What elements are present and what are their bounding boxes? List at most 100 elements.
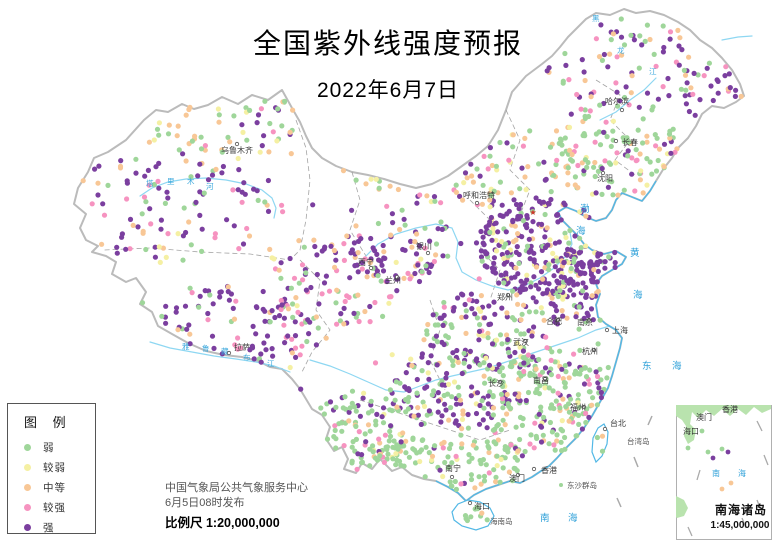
river-label: 江 [267, 359, 275, 368]
river-label: 藏 [221, 346, 229, 356]
uv-dot [487, 389, 493, 395]
city-label: 拉萨 [234, 342, 250, 352]
uv-dot [394, 404, 400, 410]
uv-dot [255, 197, 261, 203]
uv-dot [563, 234, 569, 241]
uv-dot [715, 90, 721, 96]
uv-dot [607, 161, 614, 167]
uv-dot [477, 402, 483, 409]
uv-dot [519, 453, 526, 459]
uv-dot [554, 432, 560, 438]
uv-dot [547, 419, 554, 426]
uv-dot [399, 207, 405, 213]
city-marker [497, 379, 503, 385]
uv-dot [453, 182, 459, 188]
uv-dot [614, 150, 620, 156]
uv-dot [445, 253, 451, 259]
uv-dot [556, 239, 562, 245]
uv-dot [497, 369, 503, 375]
uv-dot [418, 447, 425, 453]
uv-dot [409, 244, 415, 250]
uv-dot [472, 311, 478, 317]
uv-dot [571, 351, 577, 357]
uv-dot [545, 200, 551, 207]
uv-dot [189, 138, 195, 144]
uv-dot [588, 94, 594, 100]
uv-dot [549, 429, 556, 435]
province-border [429, 299, 446, 391]
uv-dot [96, 163, 102, 169]
uv-dot [514, 340, 520, 346]
uv-dot [649, 171, 655, 177]
uv-dot [379, 414, 385, 420]
uv-dot [679, 47, 685, 53]
uv-dot [159, 313, 165, 319]
uv-dot [295, 309, 301, 315]
uv-dot [332, 423, 338, 429]
uv-dot [438, 419, 444, 425]
uv-dot [410, 436, 416, 442]
uv-dot [543, 290, 550, 296]
uv-dot [394, 457, 400, 463]
uv-dot [562, 384, 568, 390]
uv-dot [502, 444, 508, 450]
uv-dot [451, 305, 457, 311]
uv-dot [282, 98, 288, 104]
uv-dot [493, 337, 500, 343]
uv-dot [478, 254, 485, 260]
uv-dot [226, 297, 232, 303]
uv-dot [497, 179, 503, 185]
uv-dot [481, 473, 488, 479]
uv-dot [522, 174, 528, 180]
china-outline [73, 8, 745, 502]
uv-dot [536, 198, 543, 205]
uv-dot [481, 373, 487, 379]
river-label: 鲁 [202, 343, 210, 353]
river-label: 布 [243, 352, 251, 362]
uv-dot [491, 467, 497, 473]
uv-dot [267, 319, 273, 325]
uv-dot [491, 299, 497, 305]
uv-dot [559, 142, 565, 148]
uv-dot [485, 401, 491, 407]
uv-dot [235, 187, 241, 193]
uv-dot [426, 408, 432, 414]
uv-dot [583, 284, 589, 291]
uv-dot [562, 230, 568, 236]
uv-dot [458, 481, 464, 487]
uv-dot [598, 22, 604, 28]
uv-dot [550, 250, 556, 256]
uv-dot [360, 395, 366, 401]
uv-dot [498, 456, 504, 462]
legend-dot-icon [24, 483, 31, 491]
city-marker [449, 474, 455, 480]
uv-dot [139, 300, 146, 306]
uv-dot [387, 433, 394, 439]
uv-dot [219, 149, 225, 155]
uv-dot [459, 314, 465, 320]
uv-dot [514, 457, 521, 463]
uv-dot [573, 368, 579, 374]
uv-dot [514, 244, 520, 250]
uv-dot [606, 178, 612, 184]
uv-dot [332, 427, 338, 433]
uv-dot [553, 308, 560, 314]
uv-dot [572, 233, 578, 239]
uv-dot [435, 398, 442, 404]
uv-dot [523, 187, 529, 193]
uv-dot [530, 354, 536, 360]
uv-dot [230, 187, 236, 193]
uv-dot [551, 273, 557, 279]
uv-dot [425, 321, 431, 328]
uv-dot [491, 260, 497, 266]
uv-dot [416, 243, 423, 249]
uv-dot [460, 197, 466, 203]
uv-dot [401, 216, 407, 222]
attribution-issued: 6月5日08时发布 [165, 497, 245, 509]
uv-dot [601, 51, 608, 58]
uv-dot [372, 299, 378, 306]
uv-dot [141, 194, 148, 200]
uv-dot [577, 271, 584, 277]
uv-dot [623, 84, 629, 90]
uv-dot [446, 417, 452, 423]
